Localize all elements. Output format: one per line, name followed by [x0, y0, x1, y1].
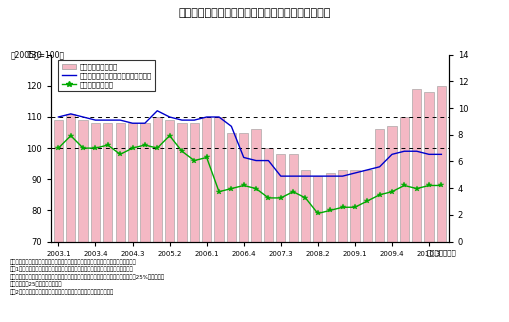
Bar — [189, 123, 199, 242]
Legend: 押上幅（右目盛り）, 持家取得能力指数（政策効果加味後）, 持家取得能力指数: 押上幅（右目盛り）, 持家取得能力指数（政策効果加味後）, 持家取得能力指数 — [59, 60, 155, 91]
Bar — [313, 176, 322, 242]
Bar — [152, 117, 161, 242]
Bar — [350, 170, 359, 242]
Bar — [140, 123, 149, 242]
Bar — [202, 117, 211, 242]
Bar — [128, 123, 137, 242]
Text: （資料）総務省「家計調査」、住宅金融支援機構、不動産経済研究所資料を基に作成。
（注1）住宅取得能力指数＝資金調達可能額／首都圏・近畿圏のマンション平均価格
　: （資料）総務省「家計調査」、住宅金融支援機構、不動産経済研究所資料を基に作成。 … — [10, 259, 165, 295]
Bar — [251, 129, 260, 242]
Bar — [325, 173, 334, 242]
Bar — [66, 114, 75, 242]
Bar — [300, 170, 309, 242]
Bar — [423, 92, 433, 242]
Bar — [91, 123, 100, 242]
Text: （年・四半期）: （年・四半期） — [426, 250, 456, 256]
Bar — [78, 120, 88, 242]
Bar — [227, 133, 236, 242]
Bar — [116, 123, 125, 242]
Bar — [164, 120, 174, 242]
Bar — [275, 154, 285, 242]
Bar — [386, 126, 396, 242]
Bar — [399, 117, 408, 242]
Bar — [214, 117, 223, 242]
Text: 住宅取得支援政策が住宅取得能力指数に与える影響: 住宅取得支援政策が住宅取得能力指数に与える影響 — [179, 8, 330, 18]
Bar — [337, 170, 347, 242]
Bar — [263, 148, 272, 242]
Bar — [53, 120, 63, 242]
Bar — [411, 89, 420, 242]
Bar — [374, 129, 383, 242]
Bar — [103, 123, 112, 242]
Bar — [177, 123, 186, 242]
Bar — [362, 170, 371, 242]
Text: （2005年=100）: （2005年=100） — [10, 50, 64, 59]
Bar — [436, 86, 445, 242]
Bar — [239, 133, 248, 242]
Bar — [288, 154, 297, 242]
